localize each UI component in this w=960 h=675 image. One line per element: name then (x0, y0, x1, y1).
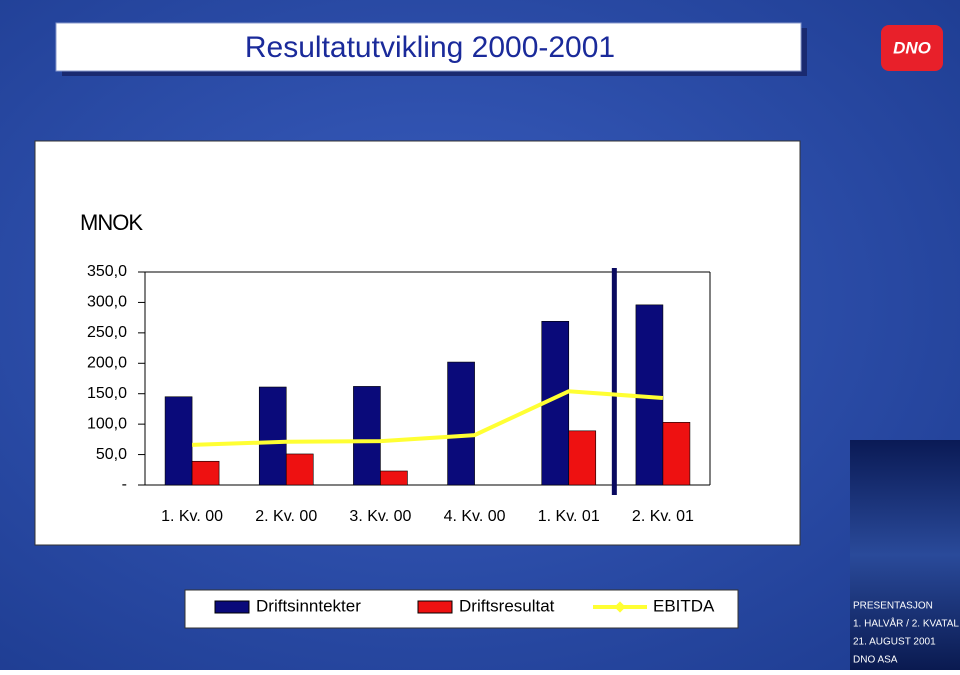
x-tick-label: 1. Kv. 00 (161, 508, 223, 525)
x-tick-label: 2. Kv. 00 (255, 508, 317, 525)
y-tick-label: 150,0 (87, 385, 127, 402)
unit-label: MNOK (80, 210, 143, 235)
bar (285, 453, 314, 486)
x-tick-label: 1. Kv. 01 (538, 508, 600, 525)
footer-text: 1. HALVÅR / 2. KVATAL (853, 617, 959, 630)
bar (662, 422, 691, 486)
footer-text: PRESENTASJON (853, 601, 933, 612)
chart-title: Resultatutvikling 2000-2001 (245, 31, 615, 64)
bar (353, 386, 381, 486)
bar (568, 430, 597, 486)
y-tick-label: 200,0 (87, 355, 127, 372)
y-tick-label: 300,0 (87, 294, 127, 311)
x-tick-label: 2. Kv. 01 (632, 508, 694, 525)
photo (850, 440, 960, 670)
title-box (55, 22, 802, 72)
logo (881, 25, 943, 71)
y-tick-label: 100,0 (87, 415, 127, 432)
bar (380, 470, 408, 486)
y-tick-label: 250,0 (87, 324, 127, 341)
y-tick-label: 50,0 (96, 446, 127, 463)
legend-label: Driftsresultat (459, 596, 555, 615)
bar (258, 386, 287, 486)
bar (164, 396, 193, 486)
legend-swatch (417, 600, 453, 614)
line (192, 389, 664, 447)
legend-label: Driftsinntekter (256, 596, 361, 615)
footer-text: 21. AUGUST 2001 (853, 637, 936, 648)
logo-text: DNO (893, 38, 931, 57)
legend-swatch (614, 601, 626, 613)
y-tick-label: 350,0 (87, 263, 127, 280)
x-tick-label: 3. Kv. 00 (349, 508, 411, 525)
footer-text: DNO ASA (853, 655, 898, 666)
period-divider (611, 268, 617, 495)
bar (191, 460, 220, 486)
y-tick-label: - (122, 476, 127, 493)
bar (447, 361, 475, 486)
x-tick-label: 4. Kv. 00 (444, 508, 506, 525)
legend-swatch (214, 600, 250, 614)
legend-label: EBITDA (653, 596, 715, 615)
